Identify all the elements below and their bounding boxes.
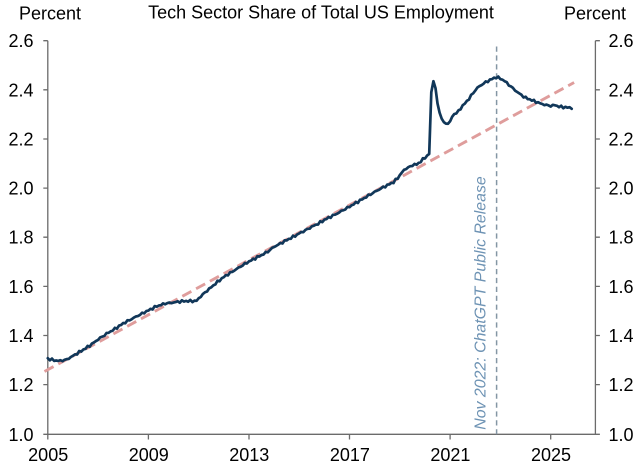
- svg-text:1.0: 1.0: [609, 425, 634, 445]
- svg-text:2.6: 2.6: [8, 31, 33, 51]
- svg-text:2.4: 2.4: [609, 80, 634, 100]
- svg-text:2.4: 2.4: [8, 80, 33, 100]
- svg-text:2.0: 2.0: [8, 179, 33, 199]
- svg-text:2017: 2017: [330, 445, 370, 465]
- svg-text:2.0: 2.0: [609, 179, 634, 199]
- svg-text:1.6: 1.6: [609, 277, 634, 297]
- svg-text:Nov 2022: ChatGPT Public Relea: Nov 2022: ChatGPT Public Release: [472, 176, 489, 430]
- svg-text:2009: 2009: [129, 445, 169, 465]
- svg-text:2005: 2005: [28, 445, 68, 465]
- svg-text:2021: 2021: [430, 445, 470, 465]
- svg-text:2.6: 2.6: [609, 31, 634, 51]
- svg-text:1.4: 1.4: [609, 326, 634, 346]
- svg-text:Percent: Percent: [564, 4, 626, 24]
- svg-text:2025: 2025: [531, 445, 571, 465]
- svg-text:1.8: 1.8: [609, 228, 634, 248]
- svg-text:1.4: 1.4: [8, 326, 33, 346]
- svg-text:2.2: 2.2: [609, 130, 634, 150]
- svg-text:Tech Sector Share of Total US: Tech Sector Share of Total US Employment: [148, 3, 494, 23]
- svg-text:2013: 2013: [229, 445, 269, 465]
- svg-text:2.2: 2.2: [8, 130, 33, 150]
- svg-text:1.2: 1.2: [8, 375, 33, 395]
- svg-text:1.6: 1.6: [8, 277, 33, 297]
- svg-text:Percent: Percent: [19, 4, 81, 24]
- svg-text:1.0: 1.0: [8, 425, 33, 445]
- svg-text:1.2: 1.2: [609, 375, 634, 395]
- svg-text:1.8: 1.8: [8, 228, 33, 248]
